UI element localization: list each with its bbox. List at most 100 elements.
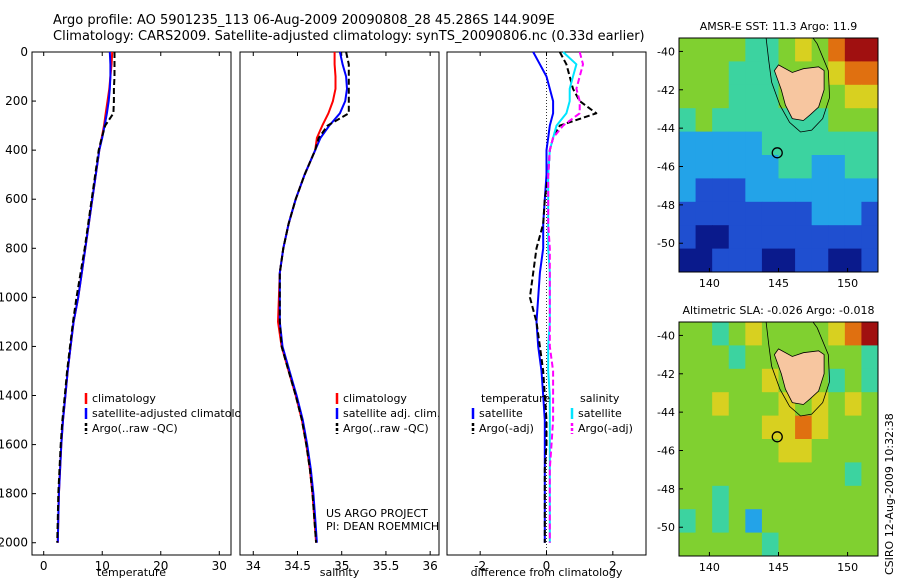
tasmania-landmass <box>773 64 825 121</box>
heatmap-cell <box>811 201 829 226</box>
heatmap-cell <box>761 225 779 250</box>
heatmap-cell <box>828 201 846 226</box>
sst-map-chart: AMSR-E SST: 11.3 Argo: 11.9 140 145 150 -40 -… <box>657 20 879 290</box>
heatmap-cell <box>795 201 813 226</box>
sla-map-chart: Altimetric SLA: -0.026 Argo: -0.018 140 14… <box>657 304 879 574</box>
y-tick-label: -40 <box>657 329 675 342</box>
heatmap-cell <box>695 392 713 417</box>
heatmap-cell <box>679 225 697 250</box>
heatmap-cell <box>811 322 829 346</box>
heatmap-cell <box>745 38 763 62</box>
heatmap-cell <box>828 368 846 393</box>
heatmap-cell <box>695 155 713 179</box>
heatmap-cell <box>695 322 713 346</box>
y-tick-label: -48 <box>657 199 675 212</box>
heatmap-cell <box>828 392 846 417</box>
legend-label: climatology <box>343 392 407 405</box>
y-tick-label: 800 <box>5 241 28 255</box>
heatmap-cell <box>811 178 829 203</box>
heatmap-cell <box>861 248 879 273</box>
credit-line2: PI: DEAN ROEMMICH <box>326 520 439 533</box>
heatmap-cell <box>695 439 713 463</box>
heatmap-cell <box>745 225 763 250</box>
heatmap-cell <box>844 61 862 86</box>
x-tick-label: 150 <box>837 277 858 290</box>
heatmap-cell <box>811 248 829 273</box>
figure-title-line2: Climatology: CARS2009. Satellite-adjuste… <box>53 29 645 44</box>
x-tick-label: 145 <box>768 561 789 574</box>
temperature-profile-chart: 0 10 20 30 temperature 0 200 400 600 800 1000 1200 1… <box>0 45 255 579</box>
heatmap-cell <box>844 201 862 226</box>
heatmap-cell <box>778 462 796 487</box>
heatmap-cell <box>861 509 879 534</box>
heatmap-cell <box>795 322 813 346</box>
heatmap-cell <box>745 415 763 440</box>
y-tick-label: 400 <box>5 143 28 157</box>
legend-group-title: temperature <box>481 392 550 405</box>
legend-label: satellite <box>479 407 523 420</box>
heatmap-cell <box>844 225 862 250</box>
heatmap-cell <box>679 392 697 417</box>
heatmap-cell <box>811 462 829 487</box>
heatmap-cell <box>695 462 713 487</box>
y-tick-label: -44 <box>657 406 675 419</box>
heatmap-cell <box>712 61 730 86</box>
heatmap-cell <box>679 509 697 534</box>
x-axis-label: temperature <box>97 566 166 579</box>
heatmap-cell <box>761 485 779 510</box>
heatmap-cell <box>795 532 813 557</box>
legend-label: Argo(-adj) <box>479 422 534 435</box>
heatmap-cell <box>712 509 730 534</box>
heatmap-cell <box>844 462 862 487</box>
argo-float-marker <box>771 147 783 159</box>
x-tick-label: -2 <box>474 559 486 573</box>
heatmap-cell <box>778 201 796 226</box>
heatmap-cell <box>844 485 862 510</box>
heatmap-cell <box>679 155 697 179</box>
heatmap-cell <box>861 439 879 463</box>
legend-label: climatology <box>92 392 156 405</box>
y-tick-label: 1400 <box>0 389 28 403</box>
y-tick-label: 2000 <box>0 536 28 550</box>
heatmap-cell <box>844 155 862 179</box>
heatmap-cell <box>679 38 697 62</box>
heatmap-cell <box>728 248 746 273</box>
heatmap-cell <box>861 225 879 250</box>
plot-frame <box>239 51 440 556</box>
heatmap-cell <box>761 155 779 179</box>
heatmap-cell <box>679 415 697 440</box>
heatmap-cell <box>828 131 846 156</box>
heatmap-cell <box>728 439 746 463</box>
legend-label: satellite-adjusted climatology <box>92 407 255 420</box>
heatmap-cell <box>778 155 796 179</box>
heatmap-cell <box>695 84 713 109</box>
heatmap-cell <box>811 485 829 510</box>
heatmap-cell <box>745 248 763 273</box>
heatmap-cell <box>828 84 846 109</box>
heatmap-cell <box>861 61 879 86</box>
heatmap-cell <box>861 345 879 370</box>
heatmap-cell <box>795 38 813 62</box>
series-line-0 <box>532 51 555 543</box>
heatmap-cell <box>811 392 829 417</box>
heatmap-cell <box>795 485 813 510</box>
heatmap-cell <box>778 532 796 557</box>
plot-frame <box>446 51 647 556</box>
heatmap-cell <box>712 462 730 487</box>
map-title: Altimetric SLA: -0.026 Argo: -0.018 <box>683 304 875 317</box>
heatmap-cell <box>745 462 763 487</box>
heatmap-cell <box>828 248 846 273</box>
heatmap-cell <box>712 108 730 133</box>
heatmap-cell <box>712 439 730 463</box>
heatmap-cell <box>745 322 763 346</box>
heatmap-cell <box>695 415 713 440</box>
heatmap-cell <box>844 532 862 557</box>
legend-label: satellite <box>578 407 622 420</box>
series-line-3 <box>547 51 584 543</box>
x-axis-label: salinity <box>320 566 360 579</box>
heatmap-cell <box>728 155 746 179</box>
legend-label: Argo(..raw -QC) <box>92 422 178 435</box>
heatmap-cell <box>811 415 829 440</box>
heatmap-cell <box>745 368 763 393</box>
heatmap-cell <box>861 38 879 62</box>
